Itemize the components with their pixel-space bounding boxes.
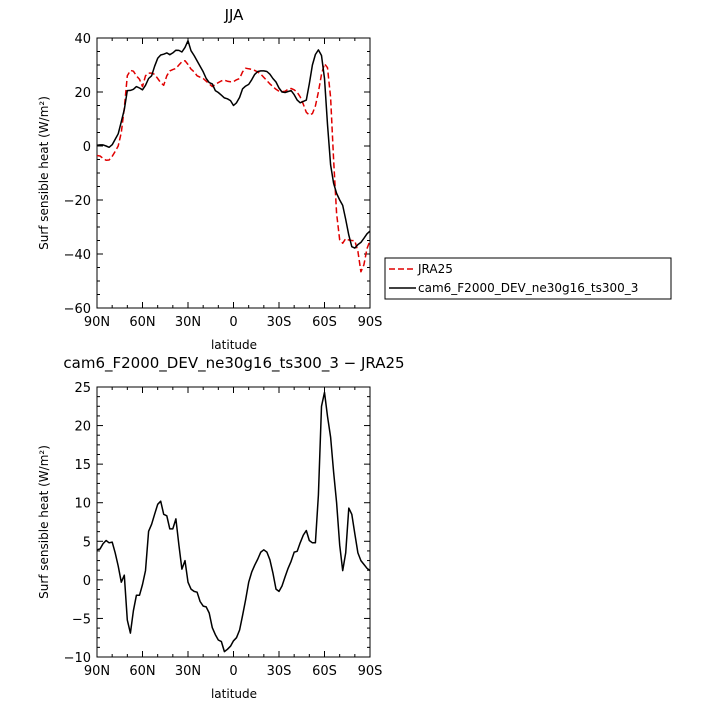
top-x-tick-label: 30N <box>175 315 201 330</box>
bottom-panel: cam6_F2000_DEV_ne30g16_ts300_3 − JRA25 9… <box>37 354 405 701</box>
bottom-x-tick-label: 0 <box>229 664 237 679</box>
bottom-y-tick-label: 0 <box>83 574 91 589</box>
bottom-y-tick-label: 15 <box>74 458 91 473</box>
top-y-ticks: −60 −40 −20 0 20 40 <box>64 32 370 317</box>
top-x-tick-label: 60S <box>312 315 337 330</box>
top-series-line-0 <box>96 59 371 273</box>
bottom-x-ticks: 90N 60N 30N 0 30S 60S 90S <box>84 387 383 679</box>
top-x-tick-label: 60N <box>129 315 155 330</box>
bottom-series <box>96 391 371 653</box>
bottom-y-ticks: −10 −5 0 5 10 15 20 25 <box>64 381 370 666</box>
legend: JRA25 cam6_F2000_DEV_ne30g16_ts300_3 <box>384 257 672 300</box>
top-series <box>96 39 371 273</box>
bottom-chart-title: cam6_F2000_DEV_ne30g16_ts300_3 − JRA25 <box>63 354 404 373</box>
bottom-x-tick-label: 60N <box>129 664 155 679</box>
top-y-axis-label: Surf sensible heat (W/m²) <box>37 96 51 250</box>
bottom-x-axis-label: latitude <box>211 687 257 701</box>
bottom-y-tick-label: 10 <box>74 497 91 512</box>
bottom-x-tick-label: 30S <box>267 664 292 679</box>
bottom-series-line-0 <box>96 391 371 653</box>
top-y-tick-label: 40 <box>74 32 91 47</box>
top-y-tick-label: 0 <box>83 140 91 155</box>
top-x-tick-label: 30S <box>267 315 292 330</box>
legend-label-cam6: cam6_F2000_DEV_ne30g16_ts300_3 <box>418 281 638 295</box>
top-y-tick-label: −20 <box>64 194 91 209</box>
top-panel: JJA 90N 60N 30N 0 30S 60S 90S −60 −40 −20 0 20 40 l… <box>37 6 672 352</box>
top-x-tick-label: 0 <box>229 315 237 330</box>
bottom-y-axis-label: Surf sensible heat (W/m²) <box>37 445 51 599</box>
bottom-y-tick-label: 5 <box>83 535 91 550</box>
legend-box <box>384 257 672 300</box>
bottom-x-tick-label: 30N <box>175 664 201 679</box>
bottom-x-tick-label: 60S <box>312 664 337 679</box>
top-y-tick-label: −60 <box>64 302 91 317</box>
bottom-y-tick-label: −5 <box>72 612 91 627</box>
top-y-tick-label: 20 <box>74 86 91 101</box>
top-y-tick-label: −40 <box>64 248 91 263</box>
legend-label-jra25: JRA25 <box>417 262 453 276</box>
top-series-line-1 <box>96 39 371 249</box>
top-x-tick-label: 90S <box>358 315 383 330</box>
top-x-ticks: 90N 60N 30N 0 30S 60S 90S <box>84 38 383 330</box>
top-x-tick-label: 90N <box>84 315 110 330</box>
bottom-y-tick-label: 20 <box>74 420 91 435</box>
bottom-x-tick-label: 90S <box>358 664 383 679</box>
top-x-axis-label: latitude <box>211 338 257 352</box>
bottom-x-tick-label: 90N <box>84 664 110 679</box>
bottom-y-tick-label: −10 <box>64 651 91 666</box>
top-chart-title: JJA <box>224 6 245 24</box>
bottom-y-tick-label: 25 <box>74 381 91 396</box>
